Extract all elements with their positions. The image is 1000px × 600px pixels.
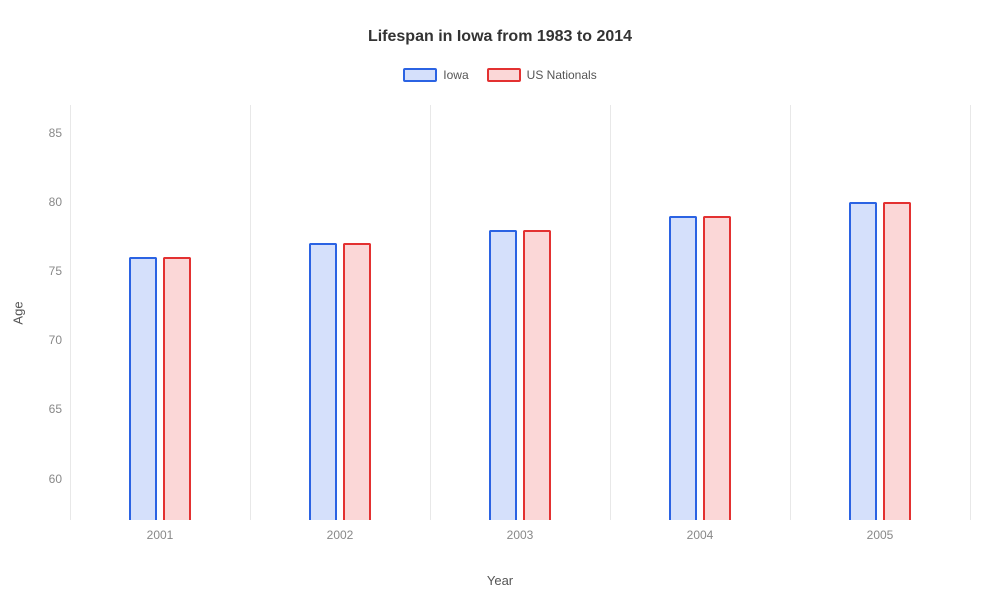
bar-us-nationals	[883, 202, 911, 520]
x-tick-label: 2005	[867, 528, 894, 542]
y-tick-label: 70	[30, 333, 62, 347]
bar-iowa	[129, 257, 157, 520]
gridline-v	[250, 105, 251, 520]
bar-us-nationals	[703, 216, 731, 520]
legend-item-us: US Nationals	[487, 68, 597, 82]
y-tick-label: 80	[30, 195, 62, 209]
y-tick-label: 65	[30, 402, 62, 416]
y-tick-label: 85	[30, 126, 62, 140]
gridline-v	[610, 105, 611, 520]
legend-label-iowa: Iowa	[443, 68, 468, 82]
gridline-v	[970, 105, 971, 520]
legend-item-iowa: Iowa	[403, 68, 468, 82]
gridline-v	[790, 105, 791, 520]
x-axis-label: Year	[487, 573, 513, 588]
gridline-v	[70, 105, 71, 520]
bar-iowa	[489, 230, 517, 521]
x-tick-label: 2004	[687, 528, 714, 542]
x-tick-label: 2001	[147, 528, 174, 542]
chart-title: Lifespan in Iowa from 1983 to 2014	[0, 0, 1000, 46]
legend-swatch-us	[487, 68, 521, 82]
y-tick-label: 75	[30, 264, 62, 278]
bar-iowa	[849, 202, 877, 520]
bar-iowa	[309, 243, 337, 520]
legend: Iowa US Nationals	[0, 68, 1000, 82]
bar-iowa	[669, 216, 697, 520]
plot-area: 60657075808520012002200320042005	[70, 105, 970, 520]
bar-us-nationals	[523, 230, 551, 521]
gridline-v	[430, 105, 431, 520]
x-tick-label: 2003	[507, 528, 534, 542]
legend-swatch-iowa	[403, 68, 437, 82]
bar-us-nationals	[343, 243, 371, 520]
x-tick-label: 2002	[327, 528, 354, 542]
y-axis-label: Age	[11, 301, 26, 324]
legend-label-us: US Nationals	[527, 68, 597, 82]
y-tick-label: 60	[30, 472, 62, 486]
chart-container: Lifespan in Iowa from 1983 to 2014 Iowa …	[0, 0, 1000, 600]
bar-us-nationals	[163, 257, 191, 520]
